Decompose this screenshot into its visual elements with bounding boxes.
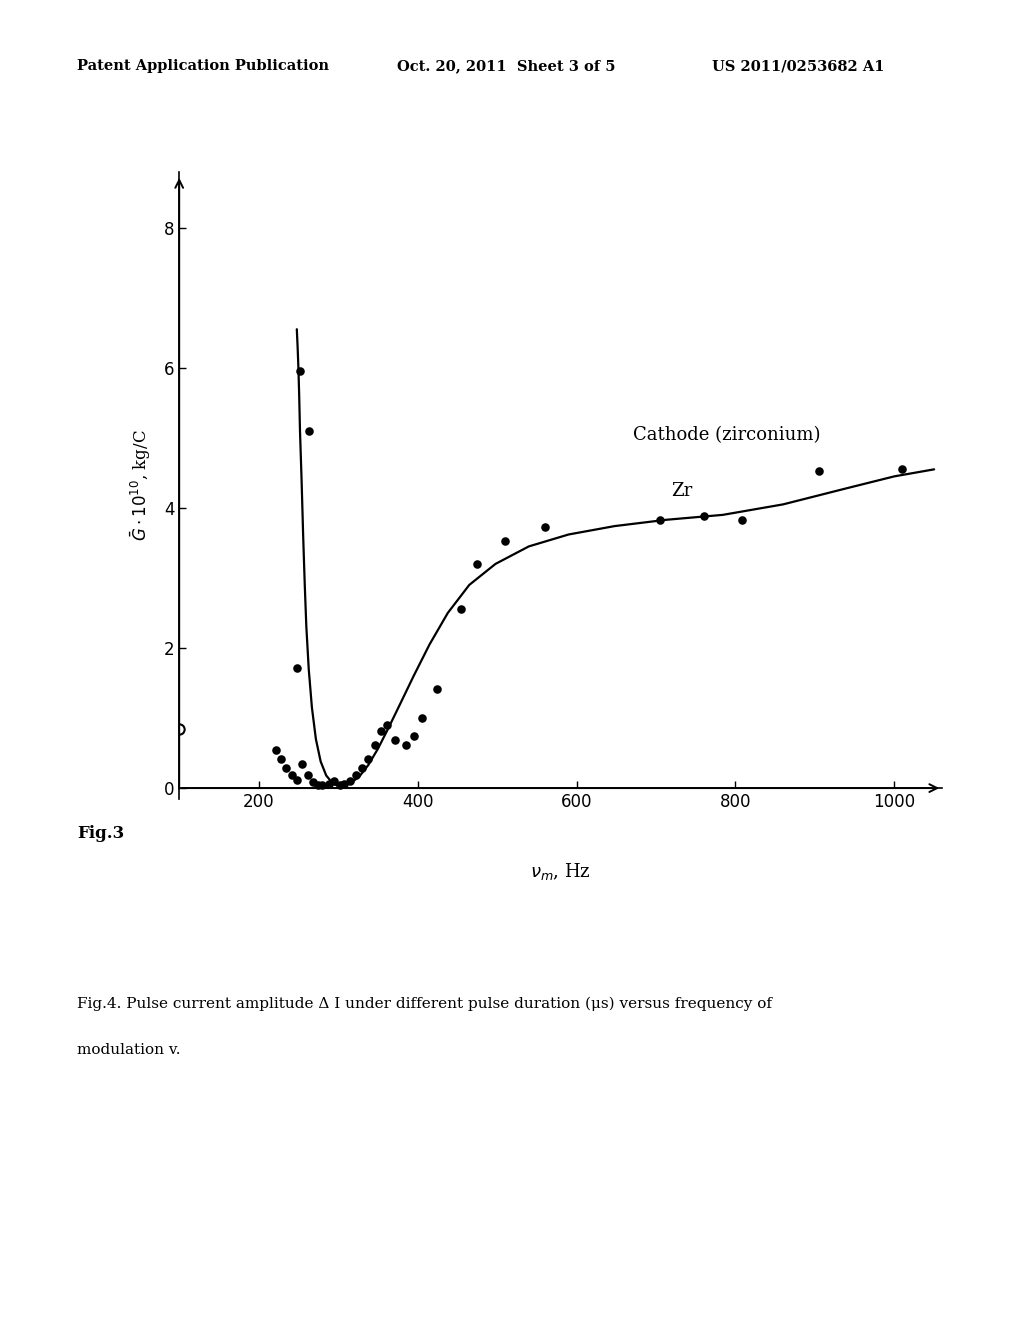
Point xyxy=(453,599,469,620)
Point xyxy=(414,708,430,729)
Point xyxy=(300,764,316,785)
Point xyxy=(695,506,712,527)
Point xyxy=(497,531,513,552)
Point xyxy=(360,748,377,770)
Point xyxy=(292,360,308,381)
Point xyxy=(321,774,337,795)
Y-axis label: $\bar{G} \cdot 10^{10}$, kg/C: $\bar{G} \cdot 10^{10}$, kg/C xyxy=(128,429,153,541)
Point xyxy=(279,758,295,779)
Point xyxy=(367,734,383,755)
Point xyxy=(379,714,395,735)
Point xyxy=(289,770,305,791)
Point xyxy=(332,775,348,796)
Point xyxy=(300,420,316,441)
Point xyxy=(733,510,750,531)
Text: Fig.3: Fig.3 xyxy=(77,825,124,842)
Text: modulation v.: modulation v. xyxy=(77,1043,180,1057)
Point xyxy=(353,758,370,779)
Text: Fig.4. Pulse current amplitude Δ I under different pulse duration (μs) versus fr: Fig.4. Pulse current amplitude Δ I under… xyxy=(77,997,772,1011)
Point xyxy=(284,764,300,785)
Point xyxy=(373,721,389,742)
Point xyxy=(397,734,414,755)
Point xyxy=(811,461,827,482)
Text: Oct. 20, 2011  Sheet 3 of 5: Oct. 20, 2011 Sheet 3 of 5 xyxy=(397,59,615,74)
Point xyxy=(268,739,285,760)
Point xyxy=(326,771,342,792)
Point xyxy=(469,553,485,574)
Text: $\nu_{m}$, Hz: $\nu_{m}$, Hz xyxy=(530,862,591,882)
Point xyxy=(387,730,403,751)
Text: Zr: Zr xyxy=(672,482,692,500)
Point xyxy=(406,725,422,746)
Point xyxy=(294,752,310,774)
Text: Cathode (zirconium): Cathode (zirconium) xyxy=(633,426,820,444)
Point xyxy=(272,748,289,770)
Point xyxy=(537,517,553,539)
Point xyxy=(347,764,364,785)
Text: Patent Application Publication: Patent Application Publication xyxy=(77,59,329,74)
Point xyxy=(304,772,321,793)
Point xyxy=(336,774,352,795)
Point xyxy=(652,510,669,531)
Point xyxy=(894,459,910,480)
Point xyxy=(289,657,305,678)
Point xyxy=(310,774,327,795)
Point xyxy=(314,775,331,796)
Point xyxy=(342,771,358,792)
Point xyxy=(171,718,187,739)
Text: US 2011/0253682 A1: US 2011/0253682 A1 xyxy=(712,59,884,74)
Point xyxy=(429,678,445,700)
